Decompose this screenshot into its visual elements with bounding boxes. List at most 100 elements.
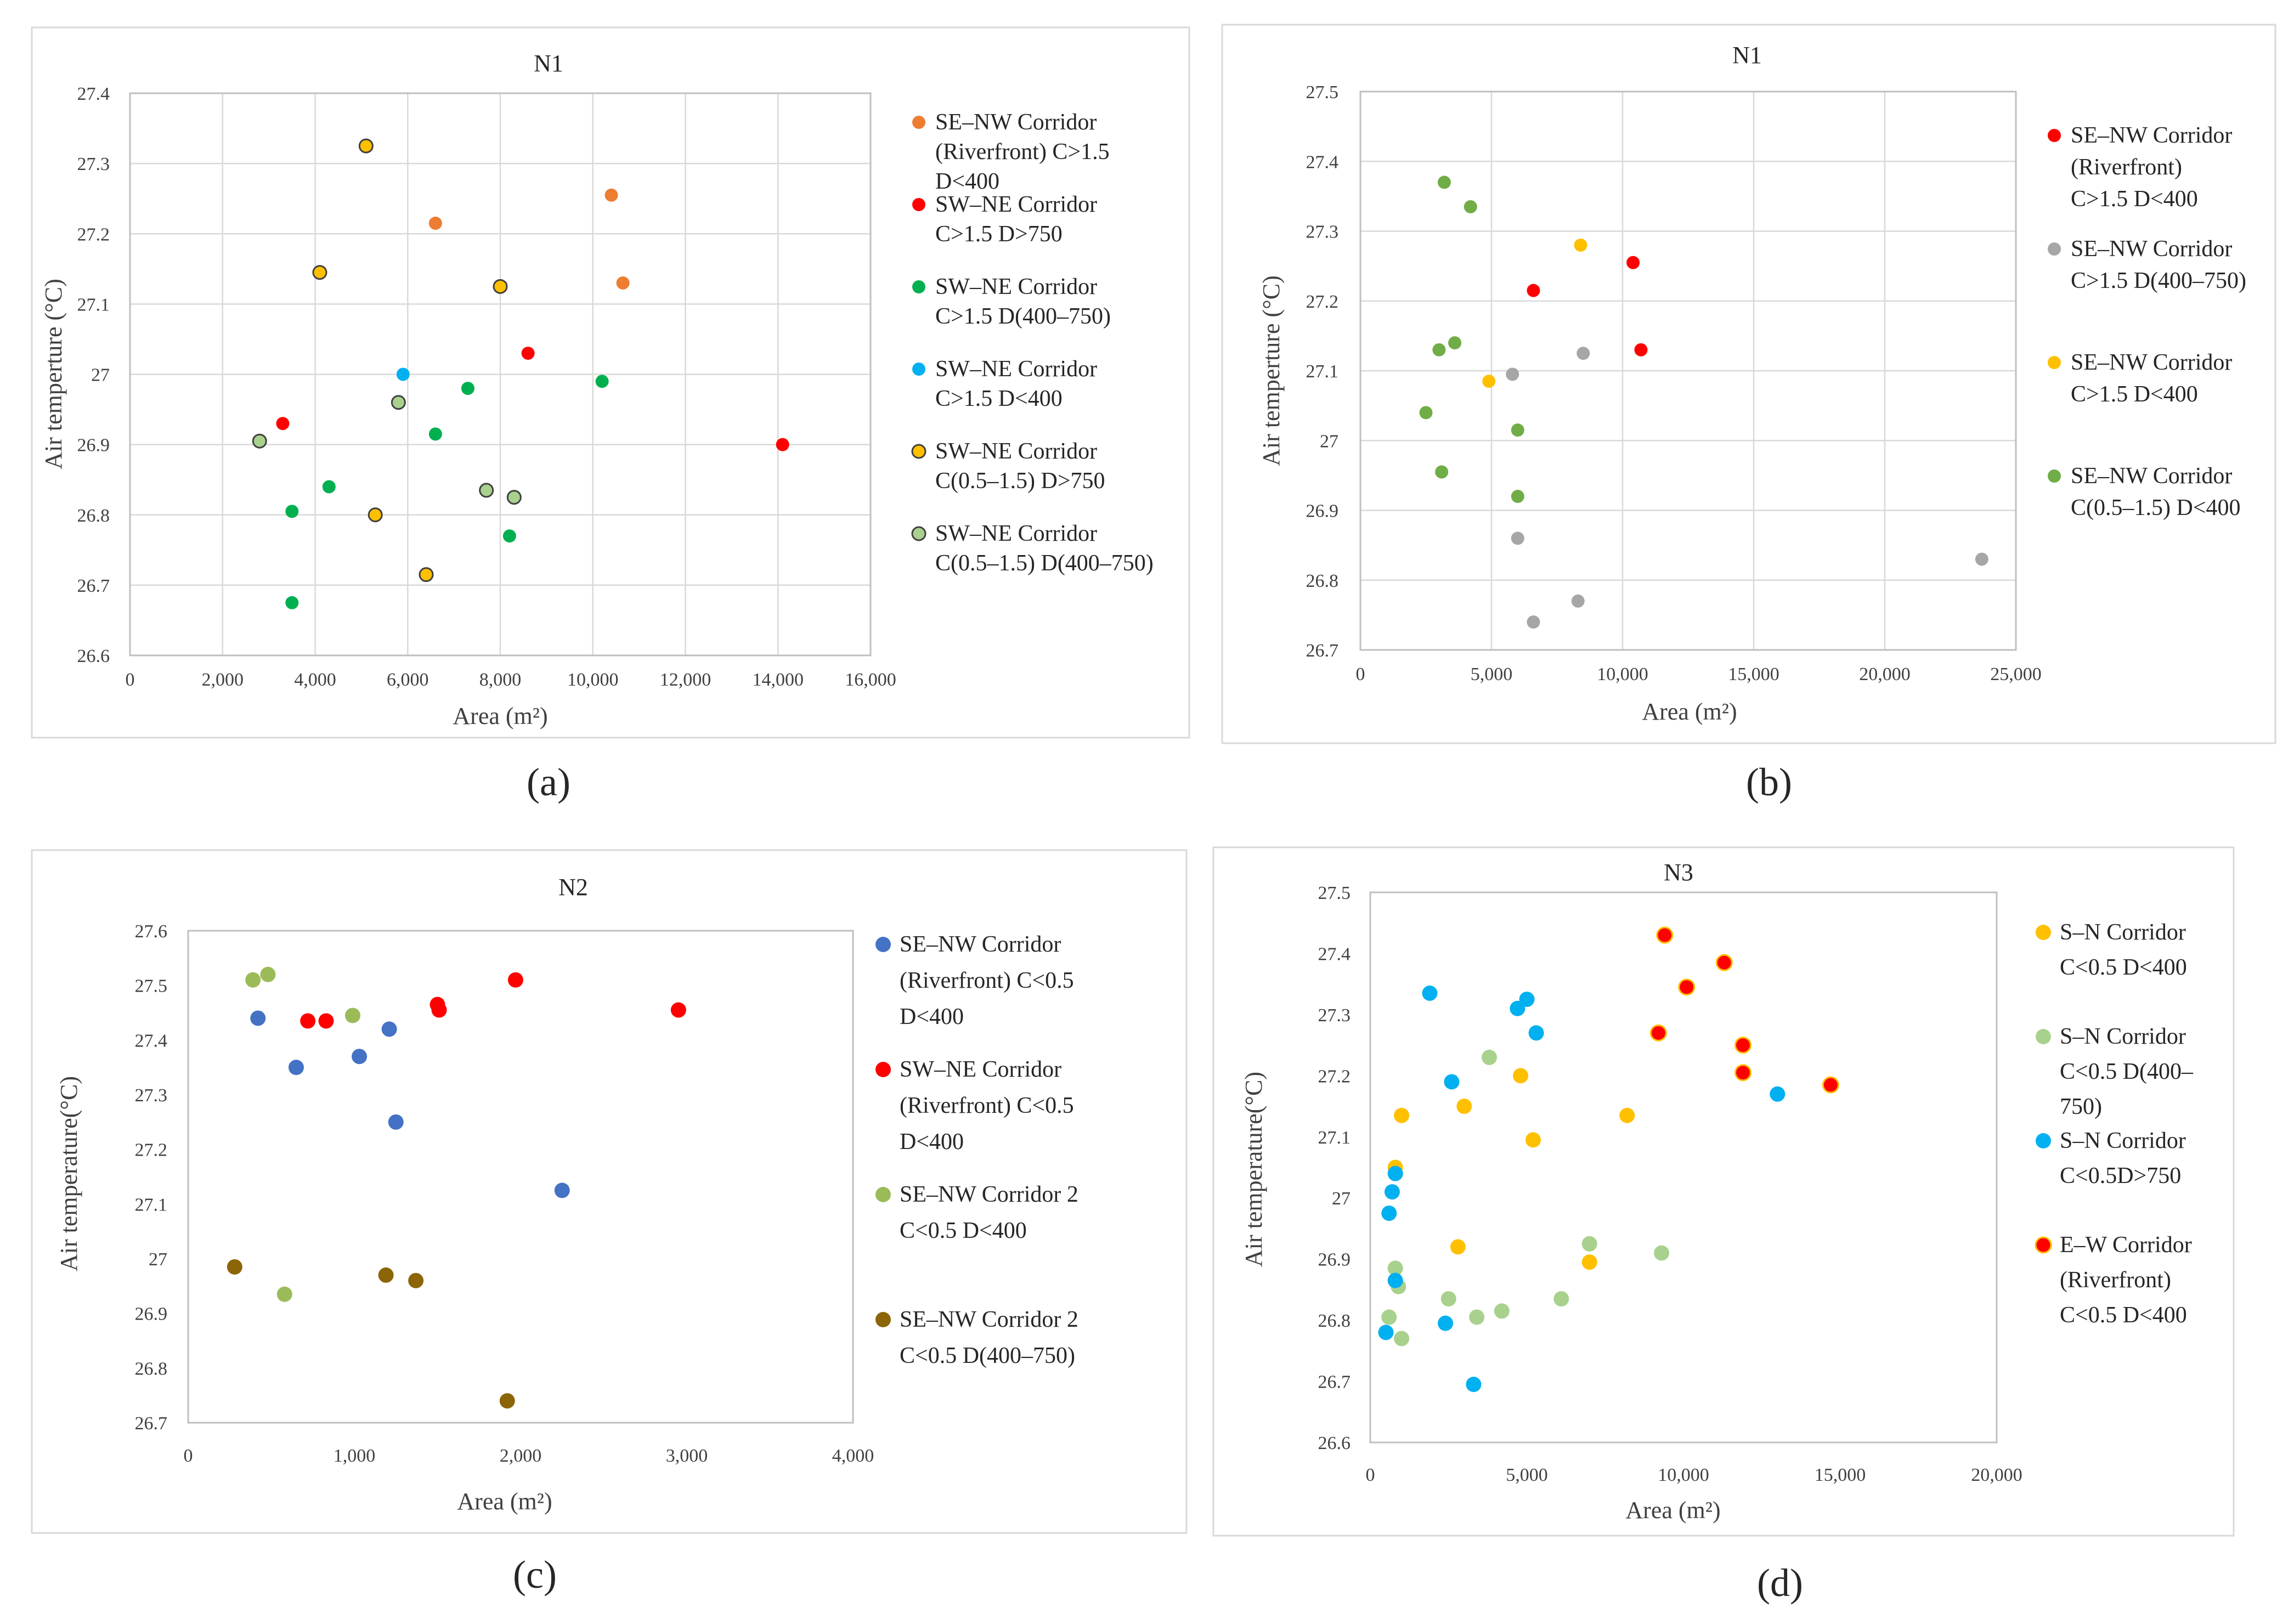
x-tick-label: 0 [184, 1446, 193, 1466]
y-axis-label: Air temperture (°C) [40, 279, 67, 469]
data-point [431, 1002, 447, 1018]
legend-item: SW–NE Corridor C(0.5–1.5) D(400–750) [911, 521, 1154, 576]
data-point [1656, 926, 1674, 944]
data-point [595, 375, 609, 388]
data-point [1510, 1000, 1525, 1016]
legend-item: SE–NW Corridor 2 C<0.5 D(400–750) [875, 1307, 1078, 1368]
y-tick-label: 26.7 [77, 576, 110, 596]
legend-item: SE–NW Corridor C>1.5 D<400 [2048, 350, 2232, 407]
data-point [276, 417, 290, 431]
data-point [1581, 1254, 1597, 1270]
data-point [554, 1182, 570, 1198]
x-axis-label: Area (m²) [1642, 698, 1737, 725]
legend-item: SE–NW Corridor 2 C<0.5 D<400 [875, 1182, 1078, 1243]
data-point [506, 490, 522, 505]
legend-item: S–N Corridor C<0.5 D<400 [2036, 920, 2187, 980]
legend-item: SW–NE Corridor C>1.5 D<400 [912, 357, 1097, 411]
data-point [1381, 1309, 1397, 1325]
legend-label: SE–NW Corridor [2071, 236, 2232, 262]
x-tick-label: 3,000 [666, 1446, 708, 1466]
legend-marker [2036, 1029, 2051, 1044]
data-point [1387, 1260, 1403, 1276]
x-tick-label: 4,000 [294, 670, 336, 690]
data-point [1734, 1037, 1751, 1054]
data-point [1619, 1107, 1635, 1123]
plot-area [187, 930, 854, 1424]
y-tick-label: 27.3 [135, 1085, 168, 1106]
data-point [1525, 1132, 1541, 1148]
data-point [1511, 531, 1524, 545]
legend-marker [875, 1062, 891, 1077]
y-tick-label: 26.6 [1318, 1433, 1351, 1453]
data-point [1715, 954, 1733, 971]
y-tick-label: 26.9 [77, 435, 110, 456]
data-point [276, 1286, 292, 1302]
data-point [408, 1272, 424, 1288]
data-point [1378, 1325, 1394, 1340]
legend-marker [2048, 356, 2061, 369]
plot-area [129, 92, 872, 657]
legend-label: (Riverfront) [2071, 155, 2182, 180]
x-tick-label: 10,000 [1658, 1465, 1709, 1485]
y-tick-label: 27.2 [1318, 1066, 1351, 1087]
legend-item: SE–NW Corridor C>1.5 D(400–750) [2048, 236, 2246, 293]
legend-label: C(0.5–1.5) D<400 [2071, 495, 2241, 520]
data-point [461, 382, 474, 395]
legend-label: C>1.5 D>750 [935, 222, 1063, 247]
legend-marker [2048, 469, 2061, 483]
data-point [391, 395, 406, 410]
caption-c: (c) [513, 1553, 557, 1597]
x-tick-label: 15,000 [1728, 664, 1779, 684]
x-tick-label: 14,000 [753, 670, 804, 690]
legend-label: SE–NW Corridor [935, 110, 1097, 135]
legend-marker [911, 526, 926, 541]
x-tick-label: 12,000 [660, 670, 711, 690]
data-point [1975, 552, 1988, 566]
data-point [502, 529, 516, 543]
data-point [358, 138, 374, 154]
data-point [285, 505, 299, 518]
legend-label: C<0.5 D<400 [2060, 1303, 2187, 1328]
x-tick-label: 2,000 [202, 670, 244, 690]
data-point [1519, 992, 1535, 1008]
data-point [1527, 284, 1540, 297]
data-point [344, 1008, 360, 1023]
legend-label: C>1.5 D<400 [2071, 186, 2198, 212]
y-tick-label: 27.4 [1318, 944, 1351, 964]
data-point [1649, 1024, 1667, 1042]
caption-a: (a) [527, 760, 570, 804]
data-point [250, 1010, 266, 1026]
legend-item: SE–NW Corridor (Riverfront) C>1.5 D<400 [912, 110, 1110, 194]
y-tick-label: 27 [1332, 1189, 1351, 1209]
legend-label: C>1.5 D<400 [2071, 382, 2198, 407]
data-point [1448, 336, 1462, 350]
legend-label: E–W Corridor [2060, 1232, 2192, 1258]
legend-label: C(0.5–1.5) D>750 [935, 468, 1105, 494]
data-point [1384, 1184, 1400, 1200]
legend-marker [2035, 1236, 2052, 1254]
data-point [1419, 406, 1433, 420]
data-point [479, 483, 494, 498]
legend-label: SW–NE Corridor [935, 439, 1097, 464]
chart-b-frame [1221, 24, 2276, 744]
chart-d-frame [1212, 846, 2235, 1537]
data-point [285, 596, 299, 609]
data-point [1422, 985, 1438, 1001]
data-point [1734, 1064, 1751, 1082]
legend-item: SE–NW Corridor (Riverfront) C>1.5 D<400 [2048, 123, 2232, 212]
legend-item: SW–NE Corridor C(0.5–1.5) D>750 [911, 439, 1105, 494]
legend-label: SW–NE Corridor [935, 357, 1097, 382]
caption-b: (b) [1746, 760, 1792, 804]
y-tick-label: 27 [1320, 431, 1338, 451]
legend-marker [875, 1187, 891, 1202]
legend-label: SE–NW Corridor 2 [900, 1182, 1078, 1207]
data-point [1435, 465, 1449, 479]
data-point [1678, 978, 1696, 996]
data-point [1528, 1025, 1544, 1041]
y-tick-label: 27.5 [1318, 883, 1351, 903]
chart-c-frame [31, 849, 1188, 1534]
caption-d: (d) [1757, 1561, 1803, 1605]
chart-b: N1 0 5,000 10,000 15,000 20,000 25,000 26.7 26.… [1221, 24, 2276, 744]
data-point [1511, 423, 1524, 437]
legend-marker [912, 198, 925, 211]
